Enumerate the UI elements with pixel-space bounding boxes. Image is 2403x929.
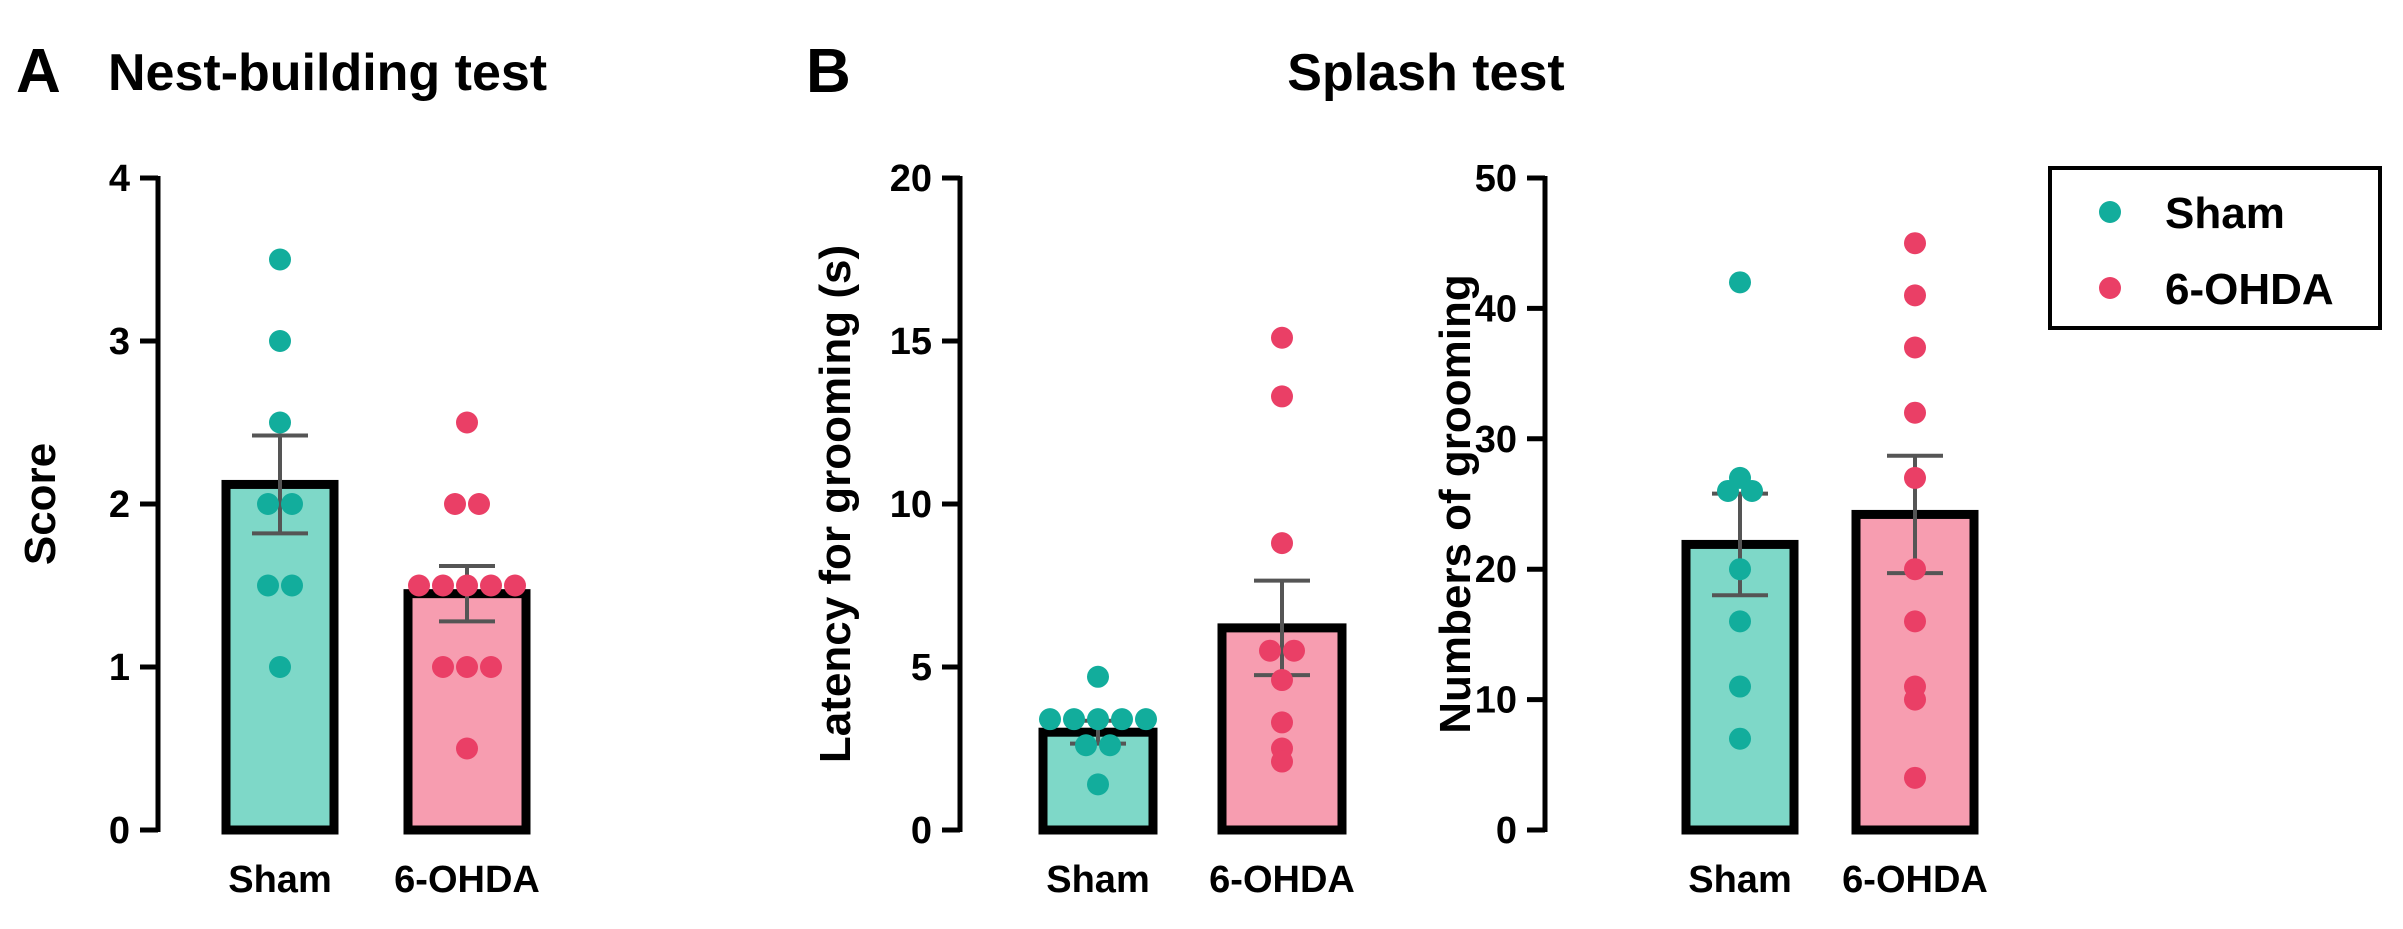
legend-dot-sham	[2099, 201, 2121, 223]
data-point-sham	[269, 411, 291, 434]
data-point-sham	[1039, 708, 1061, 731]
data-point-6-ohda	[480, 574, 502, 597]
data-point-6-ohda	[1271, 711, 1293, 734]
data-point-6-ohda	[1904, 466, 1926, 489]
data-point-sham	[1075, 734, 1097, 757]
data-point-6-ohda	[1904, 558, 1926, 581]
data-point-sham	[1087, 665, 1109, 688]
data-point-6-ohda	[1904, 336, 1926, 359]
y-tick-label: 30	[1475, 419, 1517, 461]
data-point-6-ohda	[1271, 669, 1293, 692]
data-point-sham	[257, 493, 279, 515]
x-tick-label-6-ohda: 6-OHDA	[394, 859, 540, 901]
panel-b-letter: B	[806, 37, 851, 106]
data-point-sham	[1087, 773, 1109, 796]
data-point-6-ohda	[444, 493, 466, 515]
data-point-6-ohda	[456, 656, 478, 678]
data-point-sham	[269, 330, 291, 352]
data-point-sham	[1063, 708, 1085, 731]
y-axis-label: Score	[16, 443, 65, 565]
y-tick-label: 20	[890, 158, 932, 200]
data-point-6-ohda	[1271, 750, 1293, 773]
data-point-6-ohda	[480, 656, 502, 678]
numbers-grooming-chart: 0 10 20 30 40 50 Numbers of grooming Sham 6-OHDA	[1431, 158, 1988, 901]
data-point-6-ohda	[408, 574, 430, 597]
data-point-6-ohda	[456, 574, 478, 597]
data-point-6-ohda	[1271, 326, 1293, 349]
data-point-6-ohda	[456, 411, 478, 434]
y-tick-label: 10	[1475, 680, 1517, 722]
nest-building-chart: 0 1 2 3 4 Score Sham 6-OHDA	[16, 158, 540, 901]
data-point-sham	[1729, 558, 1751, 581]
legend-dot-6-ohda	[2099, 277, 2121, 299]
data-point-6-ohda	[1904, 284, 1926, 307]
data-point-6-ohda	[1283, 639, 1305, 662]
data-point-sham	[1099, 734, 1121, 757]
y-axis-label: Numbers of grooming	[1431, 274, 1480, 734]
data-point-sham	[269, 656, 291, 678]
x-tick-label-sham: Sham	[228, 859, 331, 901]
legend-box	[2048, 166, 2382, 330]
y-tick-label: 5	[911, 647, 932, 689]
y-tick-label: 10	[890, 484, 932, 526]
panel-a-letter: A	[16, 37, 61, 106]
data-point-6-ohda	[456, 737, 478, 760]
y-tick-label: 0	[911, 810, 932, 852]
y-tick-label: 4	[109, 158, 130, 200]
x-tick-label-sham: Sham	[1046, 859, 1149, 901]
data-point-sham	[257, 574, 279, 597]
y-tick-label: 20	[1475, 549, 1517, 591]
data-point-sham	[281, 574, 303, 597]
data-point-sham	[269, 248, 291, 271]
bar-6-ohda	[403, 589, 531, 835]
data-point-sham	[1717, 479, 1739, 502]
data-point-6-ohda	[432, 574, 454, 597]
panel-a-title: Nest-building test	[108, 44, 547, 102]
x-tick-label-sham: Sham	[1688, 859, 1791, 901]
legend: Sham 6-OHDA	[2048, 166, 2382, 330]
data-point-6-ohda	[1904, 766, 1926, 789]
y-tick-label: 3	[109, 321, 130, 363]
data-point-sham	[1729, 610, 1751, 633]
data-point-6-ohda	[504, 574, 526, 597]
data-point-sham	[1087, 708, 1109, 731]
data-point-6-ohda	[1904, 232, 1926, 255]
latency-grooming-chart: 0 5 10 15 20 Latency for grooming (s) Sham 6-OH…	[811, 158, 1355, 901]
data-point-sham	[1741, 479, 1763, 502]
y-tick-label: 2	[109, 484, 130, 526]
y-tick-label: 50	[1475, 158, 1517, 200]
data-point-6-ohda	[1904, 610, 1926, 633]
y-tick-label: 0	[1496, 810, 1517, 852]
data-point-6-ohda	[1904, 688, 1926, 711]
data-point-sham	[1729, 271, 1751, 294]
data-point-6-ohda	[432, 656, 454, 678]
data-point-6-ohda	[1904, 401, 1926, 424]
data-point-sham	[1135, 708, 1157, 731]
data-point-6-ohda	[1271, 385, 1293, 408]
y-tick-label: 40	[1475, 288, 1517, 330]
data-point-sham	[281, 493, 303, 515]
x-tick-label-6-ohda: 6-OHDA	[1842, 859, 1988, 901]
y-tick-label: 1	[109, 647, 130, 689]
legend-label-6-ohda: 6-OHDA	[2165, 265, 2334, 314]
y-tick-label: 15	[890, 321, 932, 363]
data-point-sham	[1729, 727, 1751, 750]
y-axis-label: Latency for grooming (s)	[811, 245, 860, 763]
data-point-6-ohda	[1259, 639, 1281, 662]
data-point-sham	[1111, 708, 1133, 731]
y-tick-label: 0	[109, 810, 130, 852]
legend-label-sham: Sham	[2165, 189, 2285, 238]
data-point-sham	[1729, 675, 1751, 698]
panel-b-title: Splash test	[1287, 44, 1564, 102]
data-point-6-ohda	[1271, 532, 1293, 555]
data-point-6-ohda	[468, 493, 490, 515]
x-tick-label-6-ohda: 6-OHDA	[1209, 859, 1355, 901]
